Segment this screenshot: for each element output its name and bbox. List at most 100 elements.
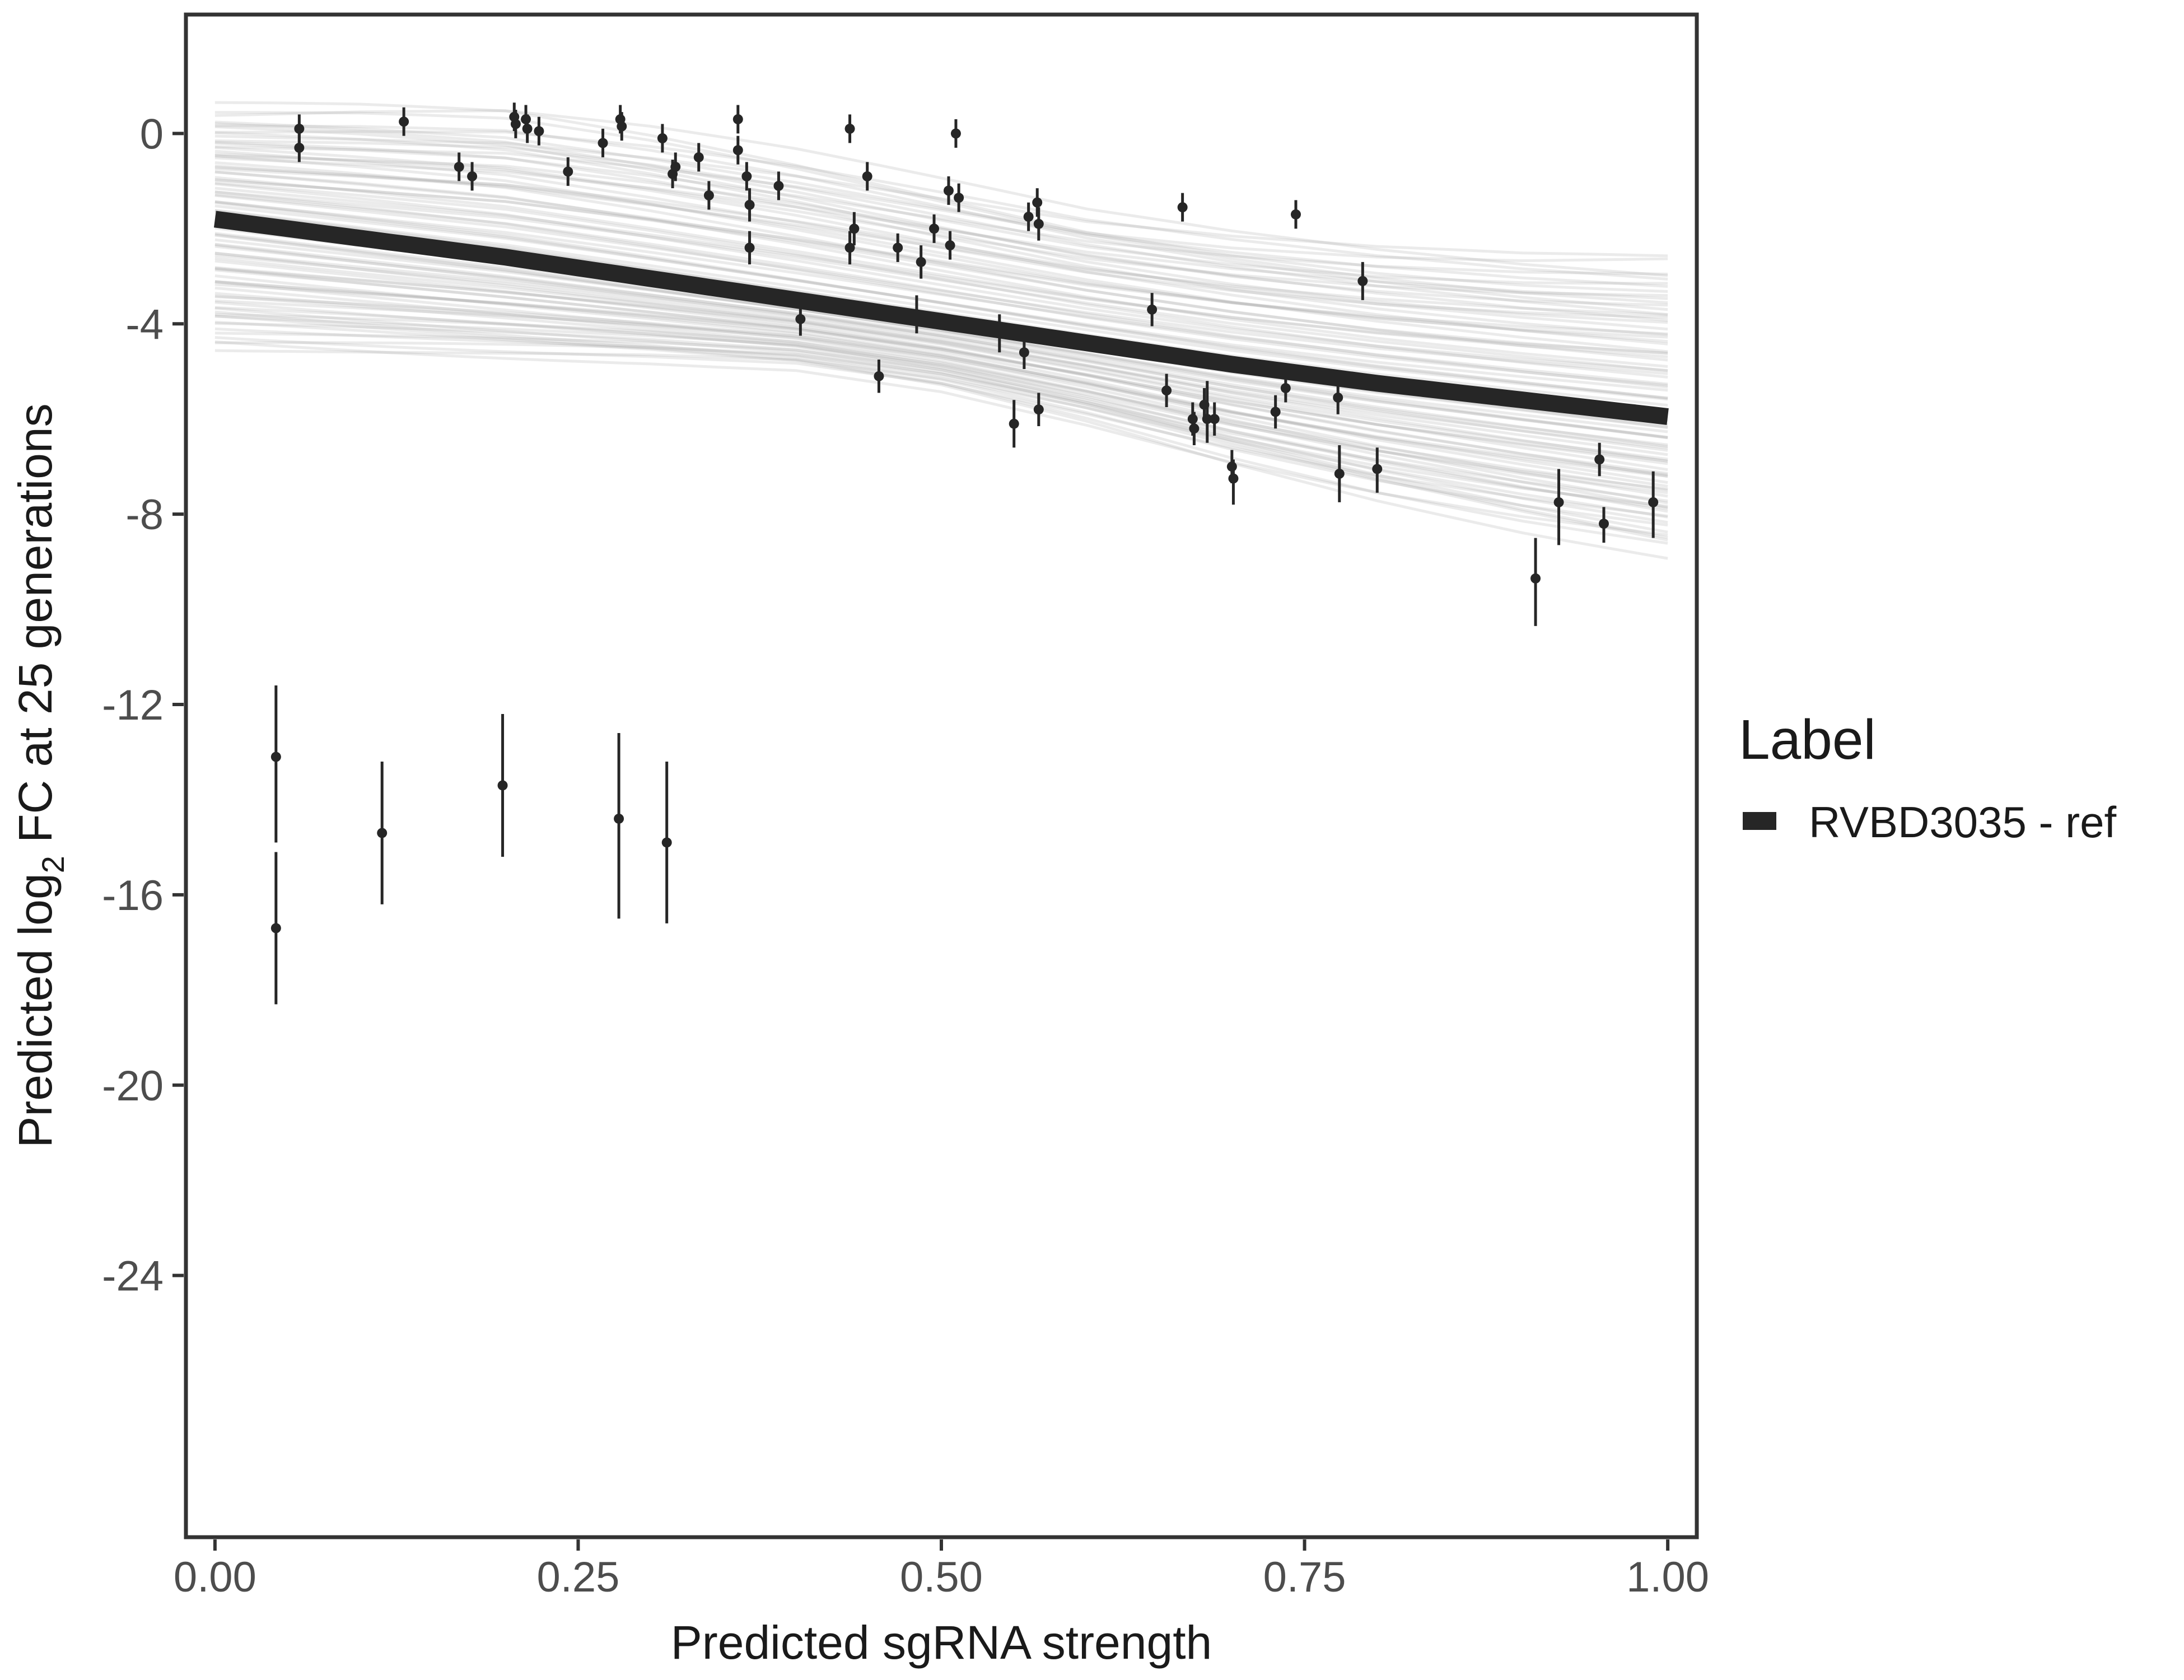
posterior-draw-line bbox=[214, 141, 1668, 337]
posterior-draw-line bbox=[214, 101, 1668, 293]
data-point bbox=[534, 126, 544, 137]
posterior-draw-line bbox=[214, 178, 1668, 343]
y-tick-label: -24 bbox=[102, 1253, 164, 1300]
posterior-draw-line bbox=[214, 254, 1668, 463]
posterior-draw-line bbox=[214, 176, 1668, 354]
posterior-draw-line bbox=[214, 200, 1668, 386]
data-point bbox=[399, 116, 409, 127]
posterior-draws bbox=[214, 101, 1668, 560]
posterior-draw-line bbox=[214, 340, 1668, 536]
posterior-draw-line bbox=[214, 190, 1668, 372]
posterior-draw-line bbox=[214, 193, 1668, 389]
posterior-draw-line bbox=[214, 256, 1668, 450]
data-point bbox=[1553, 497, 1564, 507]
data-point bbox=[945, 240, 955, 251]
fit-line-group bbox=[213, 211, 1669, 425]
y-axis-title: Predicted log2 FC at 25 generations bbox=[9, 403, 71, 1147]
posterior-draw-line bbox=[214, 315, 1668, 492]
data-point bbox=[1033, 404, 1044, 415]
data-point bbox=[1023, 212, 1034, 222]
data-point bbox=[1280, 383, 1291, 394]
x-tick-label: 1.00 bbox=[1626, 1553, 1709, 1601]
posterior-draw-line bbox=[214, 292, 1668, 477]
posterior-draw-line bbox=[214, 111, 1668, 305]
posterior-draw-line bbox=[214, 322, 1668, 539]
x-tick-label: 0.25 bbox=[536, 1553, 619, 1601]
data-point bbox=[1270, 407, 1281, 417]
posterior-draw-line bbox=[214, 286, 1668, 510]
posterior-draw-line bbox=[214, 312, 1668, 509]
data-point bbox=[703, 190, 714, 200]
data-point bbox=[916, 256, 926, 267]
data-point bbox=[1594, 454, 1605, 465]
posterior-draw-line bbox=[214, 204, 1668, 400]
x-tick-label: 0.75 bbox=[1263, 1553, 1346, 1601]
posterior-draw-line bbox=[214, 266, 1668, 456]
data-point bbox=[617, 121, 627, 132]
data-point bbox=[1033, 218, 1044, 229]
posterior-draw-line bbox=[214, 139, 1668, 316]
plot-panel-border bbox=[184, 12, 1699, 1539]
posterior-draw-line bbox=[214, 166, 1668, 353]
posterior-draw-line bbox=[214, 251, 1668, 461]
posterior-draw-line bbox=[214, 274, 1668, 478]
posterior-draw-line bbox=[214, 310, 1668, 527]
posterior-draw-line bbox=[214, 245, 1668, 439]
data-point bbox=[510, 119, 521, 129]
data-point bbox=[744, 242, 755, 253]
posterior-draw-line bbox=[214, 267, 1668, 463]
posterior-draw-line bbox=[214, 320, 1668, 560]
data-point bbox=[497, 780, 508, 791]
data-point bbox=[1032, 197, 1043, 208]
x-tick-label: 0.00 bbox=[174, 1553, 256, 1601]
data-point bbox=[1209, 414, 1220, 424]
posterior-draw-line bbox=[214, 295, 1668, 524]
posterior-draw-line bbox=[214, 332, 1668, 513]
data-point bbox=[994, 328, 1005, 339]
posterior-draw-line bbox=[214, 306, 1668, 508]
data-point bbox=[521, 114, 531, 124]
posterior-draw-line bbox=[214, 306, 1668, 534]
data-point bbox=[862, 171, 872, 181]
data-point bbox=[741, 171, 752, 181]
x-axis: 0.00 0.25 0.50 0.75 1.00 bbox=[174, 1539, 1709, 1601]
posterior-draw-line bbox=[214, 179, 1668, 362]
posterior-draw-line bbox=[214, 209, 1668, 407]
posterior-draw-line bbox=[214, 243, 1668, 446]
posterior-draw-line bbox=[214, 349, 1668, 519]
posterior-draw-line bbox=[214, 314, 1668, 545]
posterior-draw-line bbox=[214, 161, 1668, 355]
legend-label: RVBD3035 - ref bbox=[1809, 797, 2116, 847]
data-point bbox=[1161, 385, 1172, 396]
posterior-draw-line bbox=[214, 120, 1668, 263]
posterior-draw-line bbox=[214, 167, 1668, 331]
data-point bbox=[270, 923, 281, 934]
posterior-draw-line bbox=[214, 242, 1668, 452]
data-point bbox=[911, 309, 922, 320]
posterior-draw-line bbox=[214, 259, 1668, 475]
data-point bbox=[661, 837, 672, 848]
posterior-draw-line bbox=[214, 170, 1668, 368]
posterior-draw-line bbox=[214, 134, 1668, 258]
data-point bbox=[732, 145, 743, 156]
posterior-draw-line bbox=[214, 299, 1668, 484]
data-point bbox=[950, 128, 961, 139]
posterior-draw-line bbox=[214, 336, 1668, 517]
posterior-draw-line bbox=[214, 283, 1668, 478]
posterior-draw-line bbox=[214, 125, 1668, 307]
legend: Label RVBD3035 - ref bbox=[1739, 708, 2116, 847]
data-point bbox=[844, 123, 855, 134]
y-tick-label: -20 bbox=[102, 1062, 164, 1110]
posterior-draw-line bbox=[214, 186, 1668, 358]
posterior-draw-line bbox=[214, 201, 1668, 392]
posterior-draw-line bbox=[214, 233, 1668, 440]
posterior-draw-line bbox=[214, 341, 1668, 542]
data-point bbox=[598, 138, 608, 148]
legend-key bbox=[1743, 812, 1776, 830]
plot-background bbox=[186, 15, 1697, 1537]
posterior-draw-line bbox=[214, 142, 1668, 276]
data-point bbox=[874, 371, 884, 381]
data-point bbox=[1202, 414, 1212, 424]
data-point bbox=[693, 152, 704, 162]
